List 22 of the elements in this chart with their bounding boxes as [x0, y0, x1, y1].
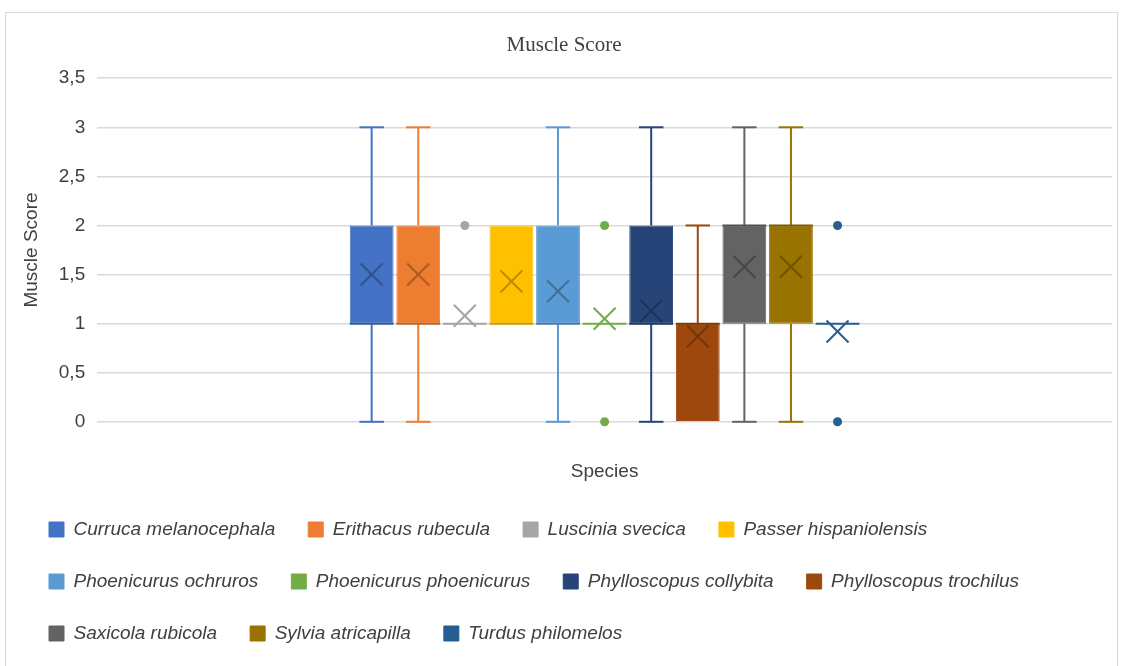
- y-tick-label: 1: [74, 311, 86, 333]
- legend-label: Phylloscopus collybita: [587, 569, 774, 591]
- legend-label: Curruca melanocephala: [73, 517, 276, 539]
- y-axis-title: Muscle Score: [19, 192, 41, 308]
- legend-label: Saxicola rubicola: [73, 621, 218, 643]
- chart-title: Muscle Score: [506, 32, 622, 57]
- legend-label: Turdus philomelos: [468, 621, 623, 643]
- legend-label: Phoenicurus ochruros: [73, 569, 259, 591]
- x-axis-title: Species: [570, 459, 639, 481]
- y-tick-label: 0: [74, 410, 86, 432]
- legend-label: Phylloscopus trochilus: [831, 569, 1020, 591]
- legend-label: Erithacus rubecula: [332, 517, 491, 539]
- legend-label: Sylvia atricapilla: [274, 621, 411, 643]
- legend-label: Phoenicurus phoenicurus: [315, 569, 531, 591]
- y-tick-label: 3: [74, 115, 86, 137]
- y-tick-label: 1,5: [58, 262, 86, 284]
- y-tick-label: 3,5: [58, 66, 86, 88]
- y-tick-label: 2: [74, 213, 86, 235]
- legend-label: Passer hispaniolensis: [743, 517, 928, 539]
- legend-label: Luscinia svecica: [547, 517, 686, 539]
- y-tick-label: 2,5: [58, 164, 86, 186]
- y-tick-label: 0,5: [58, 360, 86, 382]
